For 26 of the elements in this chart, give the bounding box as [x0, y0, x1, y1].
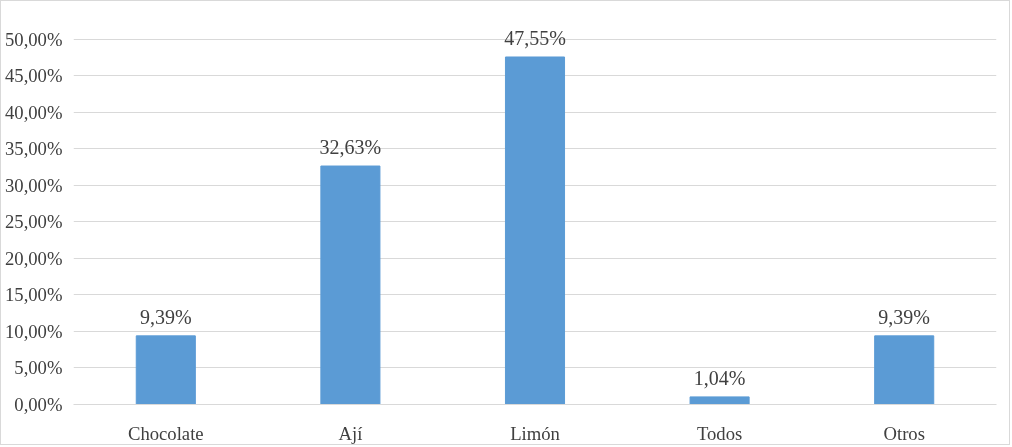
y-tick-label: 5,00% [14, 357, 63, 379]
data-label: 1,04% [693, 366, 746, 389]
y-tick-label: 20,00% [4, 247, 63, 269]
x-tick-label: Todos [696, 422, 743, 444]
y-tick-label: 0,00% [14, 394, 63, 415]
x-tick-label: Limón [510, 422, 561, 444]
x-tick-label: Ají [338, 422, 363, 444]
y-tick-label: 35,00% [4, 138, 63, 160]
data-label: 9,39% [878, 305, 931, 328]
data-label: 9,39% [139, 305, 192, 328]
data-label: 47,55% [504, 26, 566, 49]
x-tick-label: Otros [883, 422, 925, 444]
y-tick-label: 45,00% [4, 65, 63, 87]
bar [135, 335, 196, 405]
y-tick-label: 50,00% [4, 28, 63, 50]
y-tick-label: 25,00% [4, 211, 63, 233]
bar [504, 56, 566, 405]
bar [320, 165, 381, 405]
data-label: 32,63% [319, 136, 382, 159]
bar [689, 396, 750, 405]
bar [874, 335, 935, 405]
y-tick-label: 30,00% [4, 174, 63, 196]
y-tick-label: 10,00% [4, 320, 63, 342]
y-tick-label: 40,00% [4, 101, 63, 123]
x-tick-label: Chocolate [127, 422, 204, 444]
y-tick-label: 15,00% [4, 284, 63, 306]
